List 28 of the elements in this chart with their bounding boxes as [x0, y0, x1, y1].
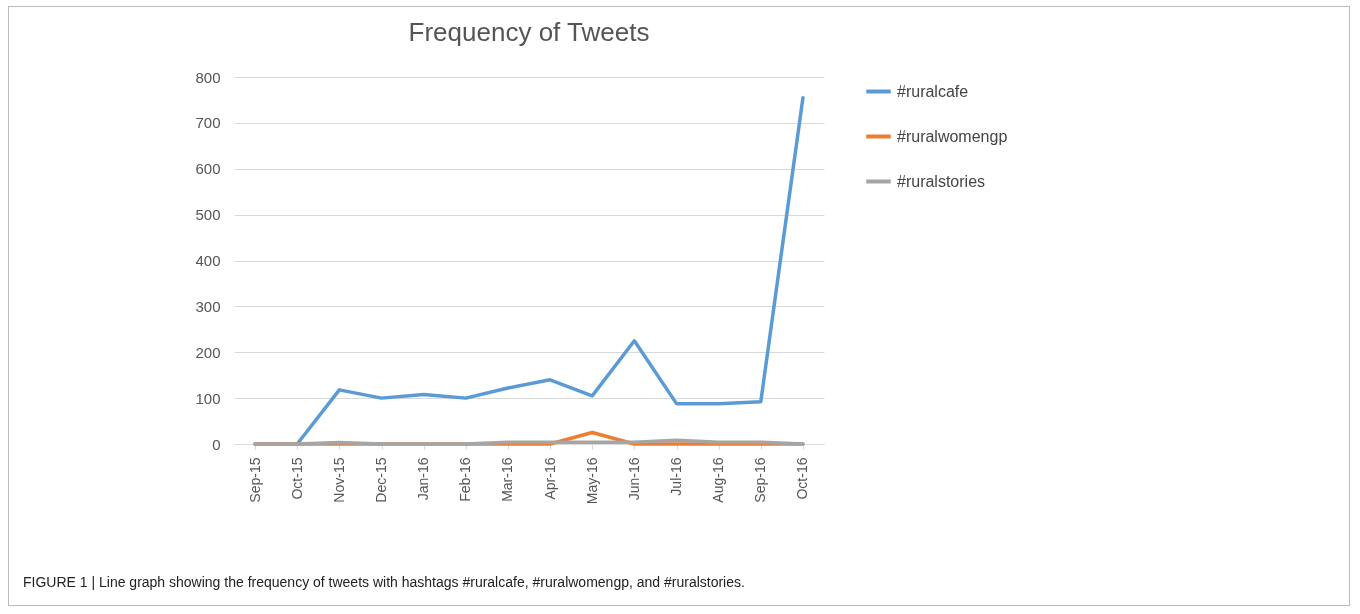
x-tick-label: Sep-16 — [752, 457, 769, 503]
x-tick-label: Jun-16 — [625, 457, 642, 501]
x-tick-label: Aug-16 — [710, 457, 727, 503]
x-tick-label: Apr-16 — [541, 457, 558, 500]
x-tick-label: Sep-15 — [246, 457, 263, 503]
y-tick-label: 200 — [195, 343, 221, 361]
x-tick-label: May-16 — [583, 457, 600, 505]
y-tick-label: 700 — [195, 114, 221, 132]
y-tick-label: 300 — [195, 297, 221, 315]
y-tick-label: 800 — [195, 68, 221, 86]
y-tick-label: 500 — [195, 206, 221, 224]
y-tick-label: 600 — [195, 160, 221, 178]
x-tick-label: Feb-16 — [457, 457, 474, 502]
x-tick-label: Nov-15 — [330, 457, 347, 503]
y-tick-label: 100 — [195, 389, 221, 407]
chart-title: Frequency of Tweets — [408, 17, 650, 47]
x-tick-label: Jul-16 — [668, 457, 684, 496]
x-tick-label: Oct-16 — [794, 457, 811, 500]
caption: FIGURE 1 | Line graph showing the frequency of tweets with hashtags #ruralcafe, #ruralwomengp, and #ruralstories. — [23, 574, 745, 590]
y-tick-label: 0 — [212, 435, 221, 453]
legend-label: #ruralstories — [897, 172, 986, 190]
legend-label: #ruralcafe — [897, 82, 969, 100]
y-tick-label: 400 — [195, 252, 221, 269]
x-tick-label: Dec-15 — [373, 457, 389, 503]
x-tick-label: Oct-15 — [288, 457, 305, 500]
x-tick-label: Mar-16 — [499, 457, 516, 502]
x-tick-label: Jan-16 — [415, 457, 432, 501]
legend-label: #ruralwomengp — [897, 127, 1008, 145]
